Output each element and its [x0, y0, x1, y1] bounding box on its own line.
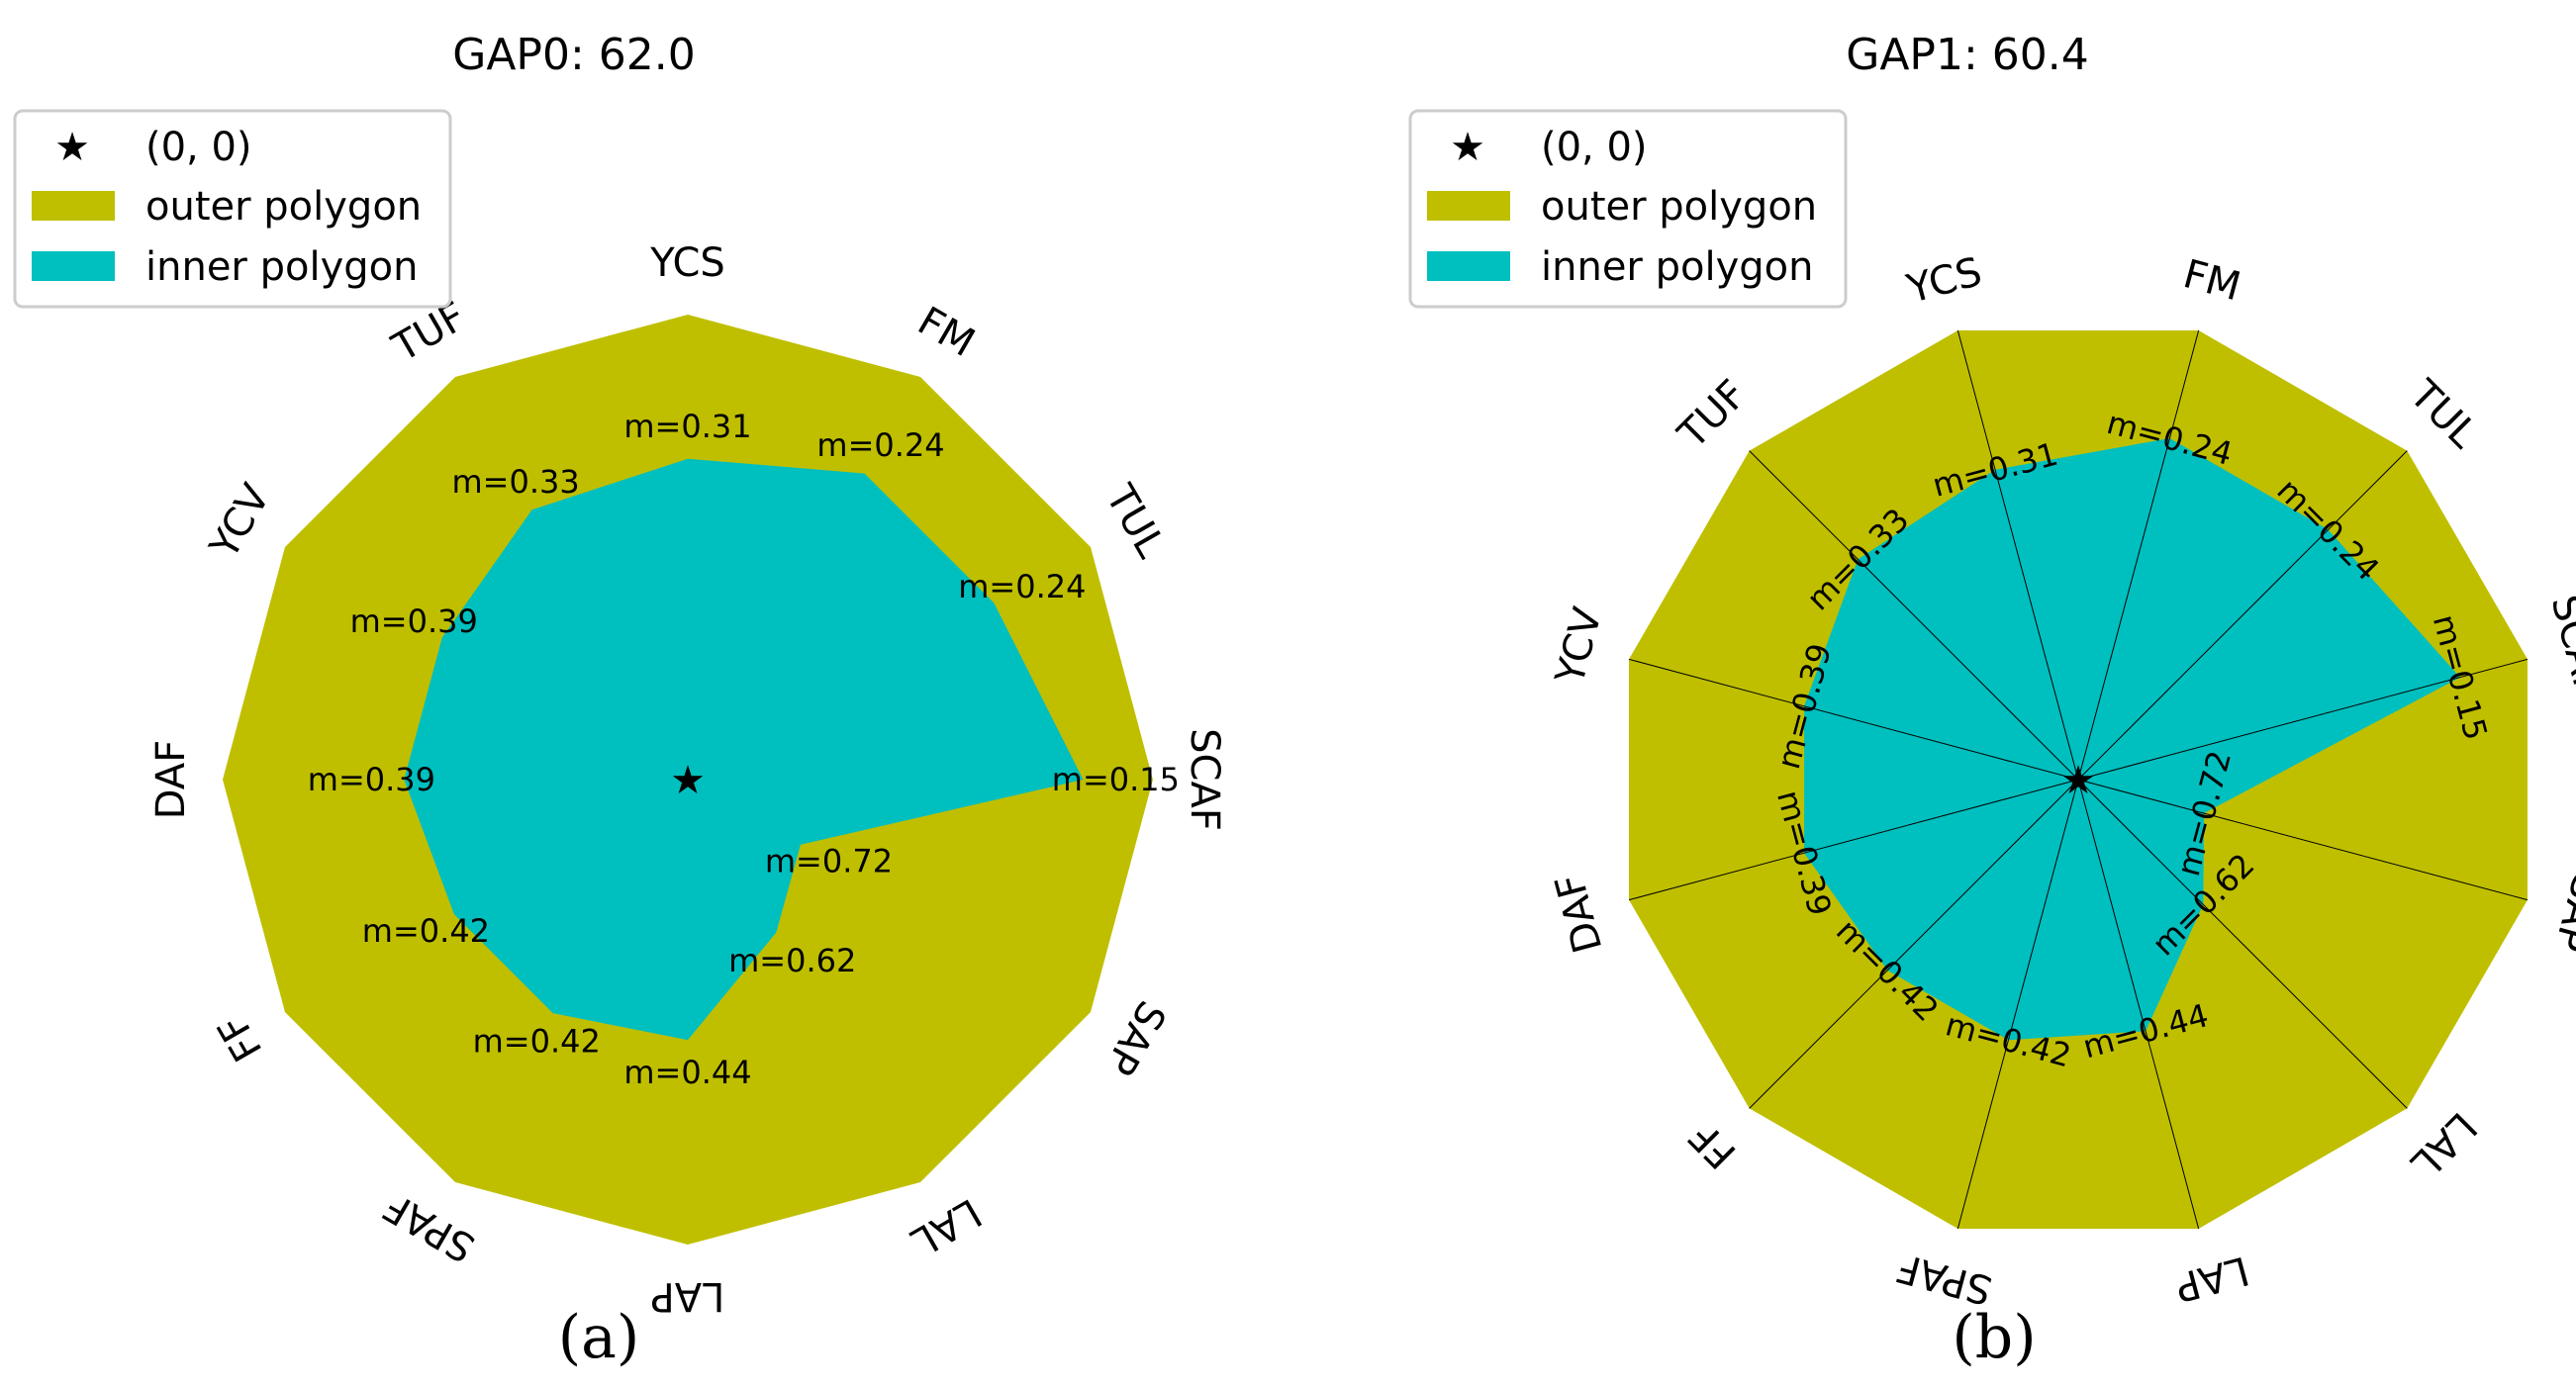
value-label: m=0.72	[765, 842, 893, 880]
category-label: FF	[210, 1007, 272, 1069]
legend-box-a	[13, 109, 452, 309]
panel-label-b: (b)	[1952, 1303, 2036, 1372]
spoke-line	[1956, 779, 2079, 1230]
category-label: DAF	[1547, 869, 1611, 958]
legend-label-outer-b: outer polygon	[1541, 184, 1817, 230]
value-label: m=0.42	[362, 912, 490, 950]
category-label: YCV	[1547, 602, 1611, 690]
category-label: FF	[1680, 1113, 1745, 1177]
category-label: YCV	[201, 476, 279, 567]
value-label: m=0.24	[816, 426, 944, 464]
spoke-line	[1956, 329, 2079, 781]
value-label: m=0.39	[350, 602, 478, 640]
legend-b: ★ (0, 0) outer polygon inner polygon	[1408, 109, 1848, 309]
spoke-line	[1749, 450, 2079, 781]
radar-plot-a: ★ m=0.31 m=0.24 m=0.24 m=0.15 m=0.72 m=0.62 m=0…	[148, 240, 1227, 1319]
legend-inner-patch-icon-b	[1427, 251, 1510, 281]
category-label: LAL	[903, 1189, 989, 1265]
legend-label-inner-a: inner polygon	[145, 244, 418, 290]
spoke-line	[1628, 658, 2079, 781]
legend-outer-patch-icon-b	[1427, 191, 1510, 221]
category-label: LAL	[2402, 1103, 2486, 1187]
category-label: TUL	[2400, 371, 2486, 457]
spoke-line	[2077, 779, 2200, 1230]
radar-chart-a: GAP0: 62.0 ★ m=0.31 m=0.24 m=0.24 m=0.15 m=0.…	[13, 30, 1227, 1372]
value-label: m=0.31	[623, 408, 751, 445]
category-label: SAP	[1097, 993, 1175, 1082]
inner-polygon-a	[404, 458, 1084, 1041]
panel-label-a: (a)	[558, 1303, 640, 1372]
legend-label-origin-a: (0, 0)	[145, 125, 252, 170]
spoke-line	[2077, 779, 2528, 901]
category-label: YCS	[1901, 249, 1986, 313]
category-label: SCAF	[1182, 728, 1227, 831]
legend-box-b	[1408, 109, 1848, 309]
category-label: YCS	[649, 240, 725, 286]
legend-inner-patch-icon-a	[32, 251, 115, 281]
category-label: TUL	[1097, 477, 1175, 566]
value-label: m=0.62	[728, 942, 856, 979]
category-label: FM	[2178, 251, 2244, 310]
value-label: m=0.24	[958, 568, 1086, 605]
value-label: m=0.39	[308, 761, 435, 798]
spoke-line	[2077, 329, 2200, 781]
spoke-line	[2077, 450, 2408, 781]
radar-plot-b: ★m=0.24m=0.24m=0.15m=0.72m=0.62m=0.44m=0…	[1547, 249, 2576, 1313]
spoke-line	[2077, 779, 2408, 1109]
legend-star-icon-b: ★	[1450, 125, 1485, 170]
origin-star-icon-a: ★	[670, 758, 706, 803]
value-label: m=0.42	[473, 1023, 601, 1061]
value-label: m=0.15	[1052, 761, 1180, 798]
category-label: FM	[910, 299, 983, 367]
category-label: DAF	[148, 740, 194, 819]
legend-label-inner-b: inner polygon	[1541, 244, 1813, 290]
category-label: LAP	[651, 1273, 725, 1319]
value-label: m=0.44	[623, 1054, 751, 1091]
chart-title-a: GAP0: 62.0	[452, 30, 696, 80]
legend-label-origin-b: (0, 0)	[1541, 125, 1648, 170]
spoke-line	[1628, 779, 2079, 901]
category-label: SPAF	[376, 1183, 482, 1271]
category-label: SAP	[2545, 871, 2576, 957]
spoke-line	[2077, 658, 2528, 781]
legend-a: ★ (0, 0) outer polygon inner polygon	[13, 109, 452, 309]
legend-label-outer-a: outer polygon	[145, 184, 422, 230]
radar-chart-b: GAP1: 60.4 ★m=0.24m=0.24m=0.15m=0.72m=0.…	[1408, 30, 2576, 1372]
category-label: TUF	[1670, 372, 1756, 458]
legend-outer-patch-icon-a	[32, 191, 115, 221]
category-label: LAP	[2170, 1247, 2253, 1310]
legend-star-icon-a: ★	[54, 125, 90, 170]
spoke-line	[1749, 779, 2079, 1109]
value-label: m=0.33	[451, 463, 579, 501]
origin-star-icon-b: ★	[2060, 758, 2096, 803]
category-label: SCAF	[2542, 591, 2576, 701]
chart-title-b: GAP1: 60.4	[1846, 30, 2089, 80]
